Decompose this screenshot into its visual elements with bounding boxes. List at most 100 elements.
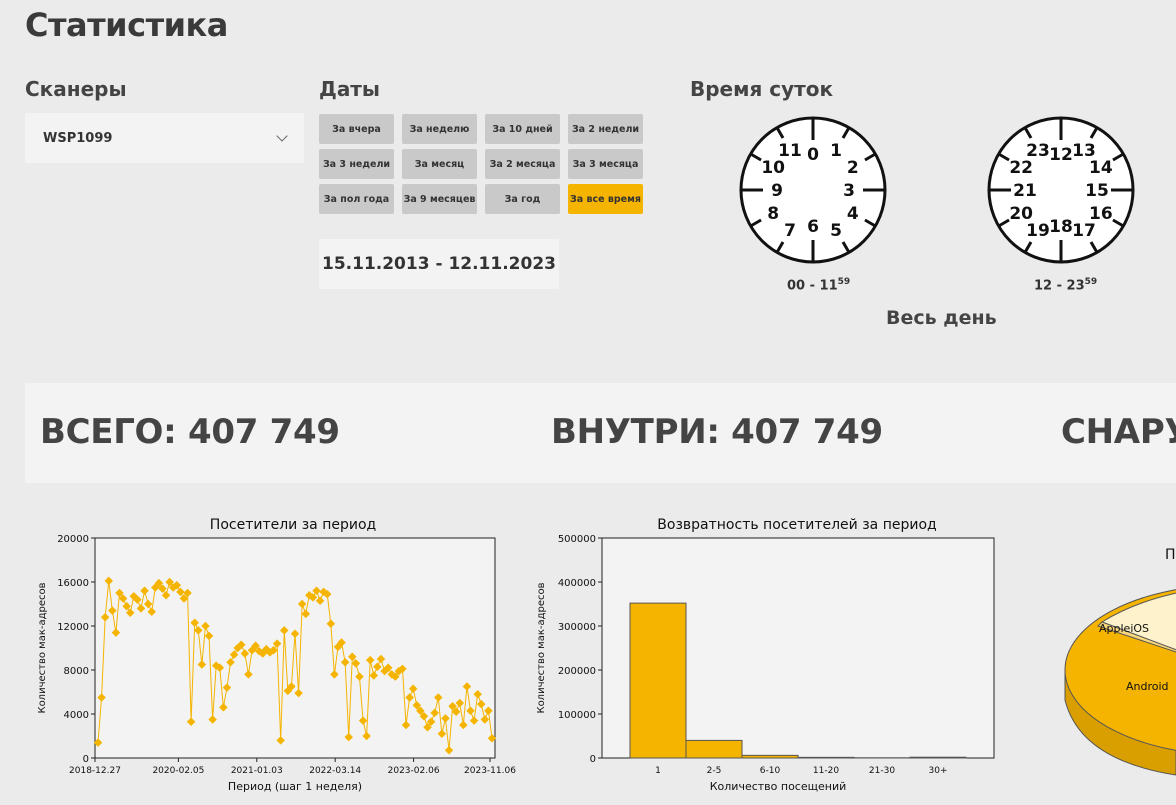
data-point (416, 706, 425, 715)
date-button[interactable]: За 2 недели (568, 114, 643, 144)
pie-slice (1100, 592, 1176, 651)
data-point (365, 655, 375, 665)
totals-band (25, 383, 1176, 483)
os-pie-chart: П AppleiOS Android (1064, 547, 1176, 776)
y-tick-label: 8000 (64, 666, 89, 677)
x-tick-label: 30+ (929, 766, 948, 776)
dial-tick (749, 152, 762, 162)
date-button[interactable]: За вчера (319, 114, 394, 144)
data-point (348, 652, 357, 662)
data-point (280, 626, 289, 635)
y-tick-label: 0 (83, 754, 89, 765)
data-point (237, 640, 246, 649)
dial-pm-caption: 12 - 2359 (1034, 277, 1098, 294)
all-day-button[interactable]: Весь день (886, 307, 997, 329)
x-tick-label: 2023-02.06 (388, 766, 440, 776)
dates-heading: Даты (319, 77, 380, 101)
bar (797, 756, 855, 759)
data-point (340, 658, 350, 667)
pie-slice (1097, 621, 1176, 653)
data-point (344, 732, 353, 742)
y-tick-label: 12000 (57, 622, 89, 633)
data-point (308, 593, 318, 602)
data-point (176, 587, 185, 597)
dial-tick (1112, 152, 1125, 162)
date-button[interactable]: За все время (568, 184, 643, 214)
dial-tick (1112, 218, 1125, 228)
date-button[interactable]: За 10 дней (485, 114, 560, 144)
dial-tick (1023, 126, 1033, 139)
date-button[interactable]: За 9 месяцев (402, 184, 477, 214)
inside-count: ВНУТРИ: 407 749 (551, 412, 883, 452)
date-button[interactable]: За год (485, 184, 560, 214)
dial-number: 7 (784, 221, 796, 241)
date-button[interactable]: За пол года (319, 184, 394, 214)
data-point (219, 703, 228, 712)
dial-tick (775, 126, 785, 139)
data-point (100, 612, 110, 622)
data-point (480, 715, 490, 724)
data-point (391, 672, 400, 681)
date-button[interactable]: За месяц (402, 149, 477, 179)
dial-number: 16 (1089, 204, 1113, 224)
dial-number: 5 (830, 221, 842, 241)
data-point (477, 699, 486, 709)
data-point (154, 578, 164, 588)
x-axis-label: Количество посещений (710, 780, 847, 793)
data-point (111, 628, 121, 637)
date-button[interactable]: За неделю (402, 114, 477, 144)
dial-tick (1089, 241, 1099, 254)
dial-number: 21 (1013, 181, 1037, 201)
data-point (226, 658, 235, 667)
y-tick-label: 4000 (64, 710, 89, 721)
dial-tick (841, 126, 851, 139)
data-point (459, 720, 468, 730)
data-point (161, 590, 171, 600)
data-point (423, 722, 432, 732)
dial-number: 3 (843, 181, 855, 201)
x-tick-label: 2023-11.06 (464, 766, 516, 776)
data-point (136, 604, 146, 613)
data-point (312, 586, 321, 596)
date-button[interactable]: За 3 месяца (568, 149, 643, 179)
data-point (133, 595, 142, 604)
y-tick-label: 100000 (558, 710, 596, 721)
data-point (140, 586, 149, 596)
data-point (186, 717, 196, 726)
plot-area (94, 537, 496, 759)
data-point (322, 589, 332, 599)
data-point (355, 672, 364, 681)
data-point (398, 664, 407, 674)
data-point (272, 639, 282, 648)
data-point (297, 599, 307, 609)
data-point (108, 606, 117, 615)
dial-number: 20 (1009, 204, 1033, 224)
data-point (326, 619, 336, 629)
data-point (408, 684, 418, 693)
date-button[interactable]: За 3 недели (319, 149, 394, 179)
date-button[interactable]: За 2 месяца (485, 149, 560, 179)
y-axis-label: Количество мак-адресов (536, 582, 547, 713)
x-tick-label: 6-10 (760, 766, 781, 776)
y-tick-label: 500000 (558, 534, 596, 545)
x-tick-label: 2020-02.05 (152, 766, 204, 776)
data-point (351, 659, 361, 668)
dial-number: 11 (778, 141, 802, 161)
data-point (204, 631, 214, 641)
scanner-select-value: WSP1099 (43, 130, 113, 146)
data-point (290, 629, 300, 638)
scanner-select[interactable]: WSP1099 (25, 113, 304, 163)
data-point (158, 584, 167, 593)
data-point (451, 707, 461, 717)
dial-tick (997, 218, 1010, 228)
x-tick-label: 2022-03.14 (309, 766, 361, 776)
data-point (487, 733, 497, 743)
dial-tick (997, 152, 1010, 162)
dial-tick (1023, 241, 1033, 254)
data-point (469, 716, 479, 725)
dial-number: 23 (1026, 141, 1050, 161)
data-point (93, 738, 103, 747)
total-count: ВСЕГО: 407 749 (40, 412, 340, 452)
